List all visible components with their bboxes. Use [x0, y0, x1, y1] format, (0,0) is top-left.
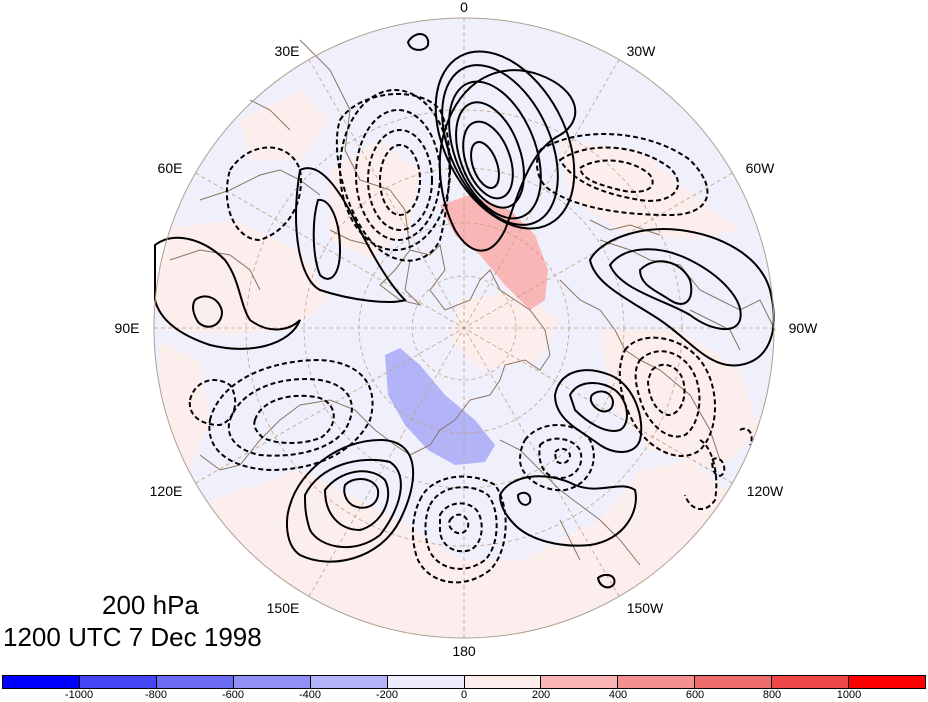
positive-shading-region	[560, 140, 740, 240]
colorbar-segment	[464, 676, 542, 688]
lon-label-150w: 150W	[627, 600, 664, 616]
lon-label-0: 0	[460, 0, 468, 15]
colorbar-segment	[387, 676, 465, 688]
colorbar-tick-label: -200	[375, 689, 399, 701]
colorbar-tick-label: 400	[608, 689, 628, 701]
colorbar-segment	[3, 676, 80, 688]
lon-label-90w: 90W	[789, 320, 819, 336]
colorbar-tick-label: -400	[298, 689, 322, 701]
colorbar-tick-label: 600	[685, 689, 705, 701]
colorbar-tick-label: -600	[221, 689, 245, 701]
colorbar-tick-label: -1000	[64, 689, 94, 701]
lon-label-90e: 90E	[115, 320, 140, 336]
lon-label-30e: 30E	[275, 43, 300, 59]
lon-label-120w: 120W	[747, 483, 784, 499]
pressure-level-title: 200 hPa	[102, 590, 199, 620]
colorbar-segment	[541, 676, 619, 688]
positive-shading-region	[450, 290, 560, 370]
map-border	[153, 17, 775, 639]
colorbar-segment	[772, 676, 850, 688]
colorbar-tick-label: 200	[531, 689, 551, 701]
colorbar-segment	[618, 676, 696, 688]
lon-label-60e: 60E	[158, 160, 183, 176]
negative-contours	[188, 89, 753, 584]
lon-label-30w: 30W	[627, 43, 657, 59]
lon-label-180: 180	[452, 643, 476, 659]
colorbar-tick-label: -800	[144, 689, 168, 701]
colorbar-segment	[233, 676, 311, 688]
colorbar-segment	[849, 676, 926, 688]
graticule	[154, 18, 774, 638]
colorbar-labels: -1000 -800 -600 -400 -200 0 200 400 600 800 1000	[0, 689, 928, 702]
negative-anomaly-region	[385, 348, 495, 465]
longitude-labels: 0 30E 30W 60E 60W 90E 90W 120E 120W 150E…	[115, 0, 819, 659]
lon-label-150e: 150E	[267, 600, 300, 616]
colorbar-segment	[310, 676, 388, 688]
positive-shading-region	[154, 220, 330, 335]
lon-label-60w: 60W	[746, 160, 776, 176]
datetime-title: 1200 UTC 7 Dec 1998	[3, 622, 262, 652]
colorbar-tick-label: 0	[460, 689, 468, 701]
colorbar-segment	[156, 676, 234, 688]
colorbar-tick-label: 800	[762, 689, 782, 701]
colorbar-segment	[79, 676, 157, 688]
lon-label-120e: 120E	[150, 483, 183, 499]
positive-contours	[154, 33, 775, 589]
positive-anomaly-region	[440, 195, 548, 310]
colorbar-segment	[695, 676, 773, 688]
colorbar	[2, 675, 926, 689]
colorbar-tick-label: 1000	[836, 689, 862, 701]
